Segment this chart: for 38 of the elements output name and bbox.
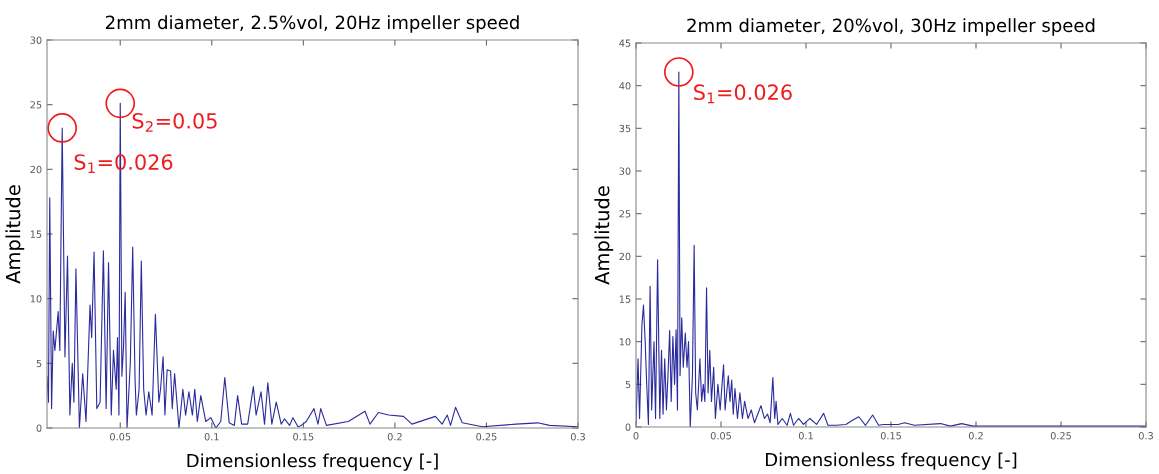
x-tick-label: 0 [633,432,639,440]
x-axis-title: Dimensionless frequency [-] [187,453,438,471]
x-axis-title: Dimensionless frequency [-] [766,452,1017,470]
y-tick-label: 15 [30,230,42,238]
annotation: S$_{1}$=0.026 [694,84,792,104]
y-tick-label: 30 [30,36,42,44]
x-tick-label: 0.25 [476,433,497,441]
x-tick-label: 0.3 [1138,432,1153,440]
annotation: S$_{2}$=0.05 [132,112,217,132]
x-tick-label: 0.05 [110,433,131,441]
y-tick-label: 20 [619,252,631,261]
y-tick-label: 35 [619,124,631,133]
y-tick-label: 45 [619,39,631,47]
y-axis-title: Amplitude [5,185,25,284]
x-tick-label: 0.1 [204,433,219,441]
y-tick-label: 5 [625,380,631,389]
x-tick-label: 0.2 [968,432,983,440]
y-tick-label: 5 [36,359,42,368]
x-tick-label: 0.3 [570,433,585,441]
y-tick-label: 20 [30,165,42,174]
x-tick-label: 0.1 [798,432,813,440]
y-tick-label: 30 [619,167,631,175]
y-tick-label: 40 [619,82,631,90]
y-tick-label: 25 [619,210,631,218]
y-tick-label: 0 [625,423,631,431]
chart-title: 2mm diameter, 2.5%vol, 20Hz impeller speed [106,15,519,33]
y-tick-label: 10 [619,338,631,346]
y-tick-label: 25 [30,101,42,109]
x-tick-label: 0.15 [293,433,314,441]
y-axis-title: Amplitude [594,186,614,285]
y-tick-label: 10 [30,295,42,303]
x-tick-label: 0.2 [387,433,402,441]
y-tick-label: 0 [36,424,42,432]
x-tick-label: 0.25 [1050,432,1071,440]
y-tick-label: 15 [619,295,631,303]
x-tick-label: 0.05 [710,432,731,440]
x-tick-label: 0.15 [880,432,901,440]
chart-title: 2mm diameter, 20%vol, 30Hz impeller speed [687,18,1095,36]
